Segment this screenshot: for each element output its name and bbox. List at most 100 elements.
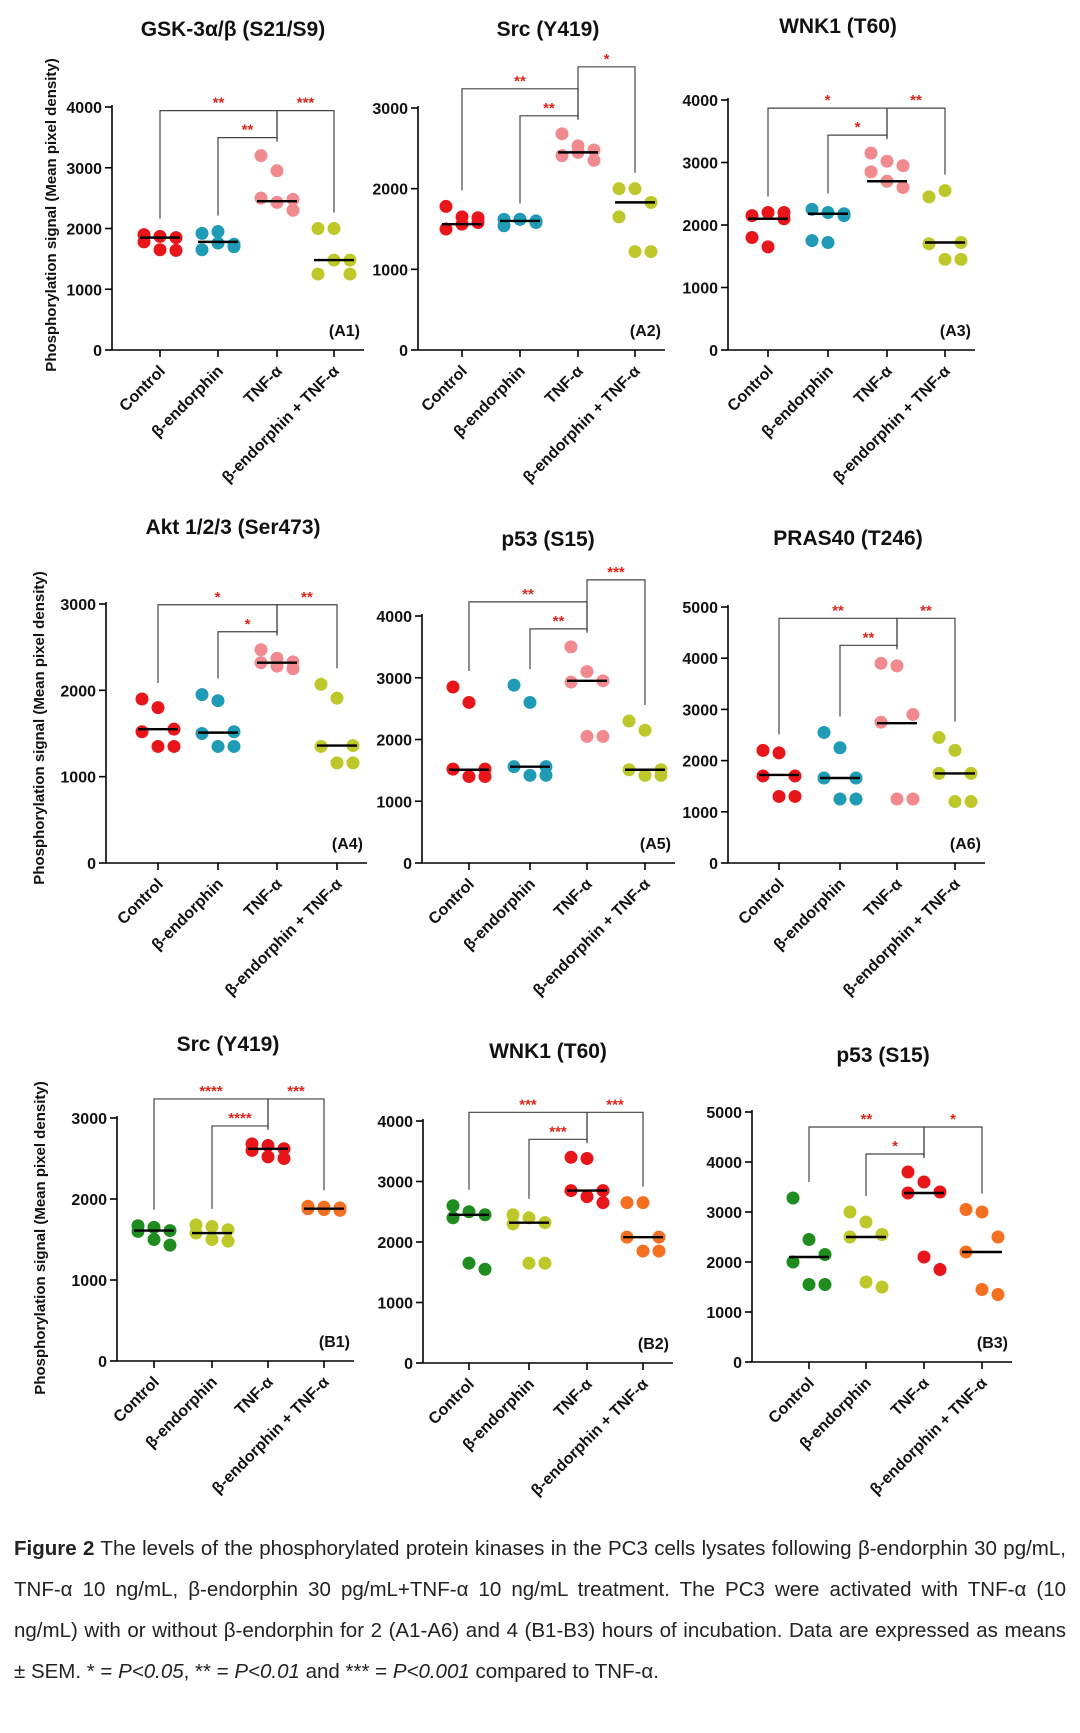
- a1-point: [153, 229, 167, 243]
- a1-significance-bracket: [276, 109, 335, 213]
- a2-point: [513, 212, 527, 226]
- a4-significance-stars: *: [215, 589, 221, 606]
- b1-point: [261, 1150, 275, 1164]
- a4-point: [151, 701, 165, 715]
- b3-y-tick-label: 1000: [706, 1305, 742, 1322]
- a2-point: [555, 149, 569, 163]
- b2-x-tick-label: TNF-α: [551, 1376, 596, 1421]
- caption-sep1: , ** =: [183, 1660, 235, 1683]
- caption-p01: P<0.01: [234, 1660, 300, 1683]
- a2-point: [628, 245, 642, 259]
- b1-significance-bracket: [211, 1125, 269, 1209]
- a2-point: [497, 219, 511, 233]
- a3-point: [821, 236, 835, 249]
- b2-panel-label: (B2): [638, 1336, 669, 1353]
- a6-point: [932, 731, 946, 745]
- a4-point: [227, 739, 241, 753]
- b3-point: [802, 1278, 816, 1291]
- a2-significance-stars: **: [543, 100, 555, 117]
- b1-significance-stars: ****: [199, 1083, 223, 1100]
- a4-point: [135, 692, 149, 706]
- b2-point: [564, 1150, 578, 1164]
- b2-significance-stars: ***: [606, 1096, 624, 1113]
- b3-point: [859, 1275, 873, 1289]
- a5-significance-bracket: [586, 579, 646, 705]
- a3-point: [805, 234, 819, 248]
- a3-point: [761, 206, 775, 219]
- a6-point: [833, 792, 847, 806]
- a6-significance-bracket: [896, 617, 956, 722]
- a1-point: [169, 243, 183, 257]
- b2-point: [506, 1217, 520, 1231]
- a3-point: [880, 154, 894, 168]
- a6-point: [874, 656, 888, 670]
- b3-significance-bracket: [865, 1153, 925, 1196]
- b1-panel-label: (B1): [319, 1334, 350, 1351]
- a1-point: [343, 267, 357, 281]
- b3-y-tick-label: 5000: [706, 1105, 742, 1122]
- a1-y-tick-label: 2000: [66, 222, 102, 239]
- a3-point: [938, 252, 952, 266]
- a5-significance-bracket: [529, 628, 588, 670]
- b2-y-tick-label: 0: [404, 1356, 413, 1373]
- b1-y-tick-label: 2000: [71, 1192, 107, 1209]
- b2-point: [652, 1244, 666, 1258]
- a2-panel-label: (A2): [630, 323, 661, 340]
- a6-y-tick-label: 2000: [682, 754, 718, 771]
- a4-y-tick-label: 3000: [60, 597, 96, 614]
- a3-significance-stars: *: [825, 92, 831, 109]
- b3-y-tick-label: 3000: [706, 1205, 742, 1222]
- a4-point: [195, 688, 209, 702]
- a6-point: [906, 792, 920, 806]
- b3-point: [917, 1250, 931, 1264]
- a5-y-tick-label: 0: [403, 856, 412, 873]
- a3-significance-stars: *: [855, 119, 861, 136]
- a6-title: PRAS40 (T246): [773, 527, 922, 550]
- b2-point: [522, 1211, 536, 1225]
- a1-point: [195, 226, 209, 240]
- caption-p001: P<0.001: [392, 1660, 470, 1683]
- a2-y-tick-label: 0: [399, 343, 408, 360]
- a3-y-tick-label: 0: [709, 343, 718, 360]
- a1-point: [311, 222, 325, 235]
- a4-significance-stars: **: [301, 589, 313, 606]
- b3-point: [859, 1215, 873, 1229]
- a6-panel-label: (A6): [950, 836, 981, 853]
- a4-significance-bracket: [276, 604, 338, 669]
- caption-sep2: and *** =: [299, 1660, 393, 1683]
- a6-point: [964, 795, 978, 809]
- a1-panel-label: (A1): [329, 323, 360, 340]
- a4-point: [330, 756, 344, 770]
- b1-significance-stars: ****: [228, 1110, 252, 1127]
- b2-significance-stars: ***: [519, 1096, 537, 1113]
- b3-x-tick-label: TNF-α: [888, 1375, 933, 1420]
- b2-significance-bracket: [586, 1111, 644, 1187]
- a5-point: [539, 768, 553, 782]
- a1-title: GSK-3α/β (S21/S9): [141, 18, 325, 41]
- a4-y-tick-label: 0: [87, 856, 96, 873]
- a3-point: [896, 159, 910, 173]
- b2-y-tick-label: 2000: [377, 1235, 413, 1252]
- b3-point: [959, 1203, 973, 1216]
- b2-point: [522, 1256, 536, 1270]
- b3-x-tick-label: β-endorphin + TNF-α: [867, 1375, 991, 1499]
- b3-significance-stars: *: [892, 1138, 898, 1155]
- a6-point: [948, 743, 962, 757]
- a3-title: WNK1 (T60): [779, 15, 897, 38]
- a5-point: [478, 770, 492, 784]
- b1-point: [221, 1234, 235, 1248]
- a5-x-tick-label: TNF-α: [551, 876, 596, 921]
- a1-x-tick-label: β-endorphin + TNF-α: [219, 363, 343, 487]
- b3-point: [786, 1191, 800, 1205]
- figure-caption: Figure 2 The levels of the phosphorylate…: [14, 1528, 1066, 1692]
- a5-point: [580, 665, 594, 679]
- a1-point: [254, 149, 268, 163]
- caption-text: The levels of the phosphorylated protein…: [14, 1537, 1066, 1683]
- b2-y-tick-label: 1000: [377, 1296, 413, 1313]
- a3-point: [864, 146, 878, 160]
- caption-end: compared to TNF-α.: [469, 1660, 659, 1683]
- b1-point: [147, 1220, 161, 1234]
- a2-point: [628, 182, 642, 196]
- a1-y-tick-label: 3000: [66, 161, 102, 178]
- a6-y-tick-label: 0: [709, 856, 718, 873]
